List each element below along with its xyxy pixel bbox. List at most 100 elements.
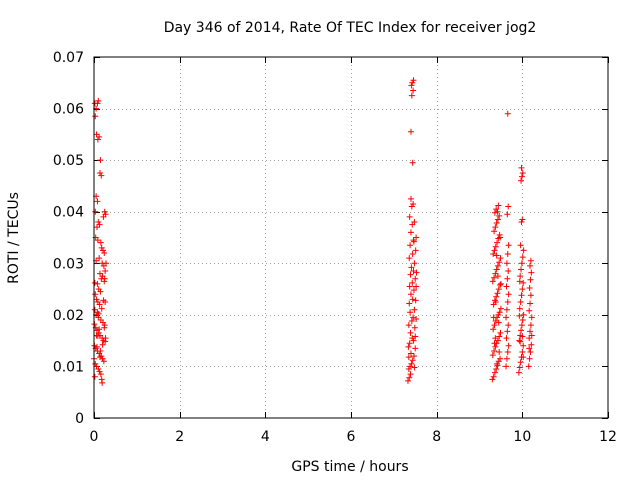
data-point — [527, 322, 534, 329]
data-point — [406, 283, 413, 290]
data-point — [496, 333, 503, 340]
data-point — [102, 298, 109, 305]
data-point — [519, 286, 526, 293]
data-point — [491, 247, 498, 254]
data-point — [489, 278, 496, 285]
data-point — [497, 281, 504, 288]
data-point — [494, 239, 501, 246]
x-tick-label: 0 — [90, 429, 99, 445]
data-point — [99, 341, 106, 348]
data-point — [410, 337, 417, 344]
data-point — [413, 234, 420, 241]
data-point — [525, 363, 532, 370]
y-tick-label: 0.02 — [53, 308, 84, 324]
data-point — [101, 324, 108, 331]
data-point — [410, 353, 417, 360]
data-point — [98, 353, 105, 360]
data-point — [490, 326, 497, 333]
data-point — [410, 200, 417, 207]
data-point — [96, 170, 103, 177]
data-point — [496, 348, 503, 355]
data-point — [491, 274, 498, 281]
data-point — [489, 376, 496, 383]
data-point — [492, 343, 499, 350]
data-point — [412, 247, 419, 254]
data-point — [528, 341, 535, 348]
data-point — [98, 172, 105, 179]
data-point — [492, 243, 499, 250]
data-point — [518, 266, 525, 273]
data-point — [405, 366, 412, 373]
data-point — [493, 366, 500, 373]
data-point — [97, 157, 104, 164]
y-tick-label: 0.07 — [53, 50, 84, 66]
data-point — [527, 257, 534, 264]
data-point — [503, 314, 510, 321]
data-point — [505, 268, 512, 275]
data-point — [410, 77, 417, 84]
data-point — [490, 251, 497, 258]
data-point — [496, 212, 503, 219]
data-point — [517, 273, 524, 280]
data-point — [410, 238, 417, 245]
data-point — [516, 364, 523, 371]
data-point — [93, 343, 100, 350]
data-point — [407, 229, 414, 236]
data-point — [505, 203, 512, 210]
data-point — [497, 255, 504, 262]
data-point — [528, 269, 535, 276]
data-point — [409, 279, 416, 286]
data-point — [408, 264, 415, 271]
data-point — [407, 350, 414, 357]
data-point — [91, 306, 98, 313]
data-point — [406, 213, 413, 220]
data-point — [494, 273, 501, 280]
data-point — [519, 348, 526, 355]
data-point — [516, 305, 523, 312]
data-point — [92, 360, 99, 367]
data-point — [411, 364, 418, 371]
data-point — [526, 335, 533, 342]
data-point — [99, 247, 106, 254]
data-point — [413, 283, 420, 290]
y-axis-title: ROTI / TECUs — [6, 192, 22, 284]
data-point — [493, 220, 500, 227]
data-point — [494, 262, 501, 269]
data-point — [93, 332, 100, 339]
y-tick-label: 0.06 — [53, 102, 84, 118]
data-point — [504, 211, 511, 218]
data-point — [407, 371, 414, 378]
data-point — [97, 371, 104, 378]
data-point — [94, 100, 101, 107]
data-point — [95, 97, 102, 104]
x-tick-label: 8 — [432, 429, 441, 445]
data-point — [102, 335, 109, 342]
y-tick-label: 0 — [75, 411, 84, 427]
data-point — [526, 307, 533, 314]
data-point — [95, 219, 102, 226]
data-point — [101, 275, 108, 282]
data-point — [503, 260, 510, 267]
data-point — [503, 355, 510, 362]
data-point — [93, 296, 100, 303]
data-point — [520, 354, 527, 361]
data-point — [495, 319, 502, 326]
data-point — [412, 345, 419, 352]
data-point — [491, 209, 498, 216]
data-point — [100, 358, 107, 365]
data-point — [526, 345, 533, 352]
y-tick-label: 0.04 — [53, 205, 84, 221]
data-point — [504, 328, 511, 335]
data-point — [407, 309, 414, 316]
data-point — [101, 249, 108, 256]
data-point — [406, 340, 413, 347]
data-point — [409, 296, 416, 303]
data-point — [97, 347, 104, 354]
data-point — [102, 268, 109, 275]
data-point — [493, 293, 500, 300]
data-point — [492, 270, 499, 277]
data-point — [92, 208, 99, 215]
data-point — [409, 79, 416, 86]
data-point — [98, 244, 105, 251]
data-point — [518, 260, 525, 267]
